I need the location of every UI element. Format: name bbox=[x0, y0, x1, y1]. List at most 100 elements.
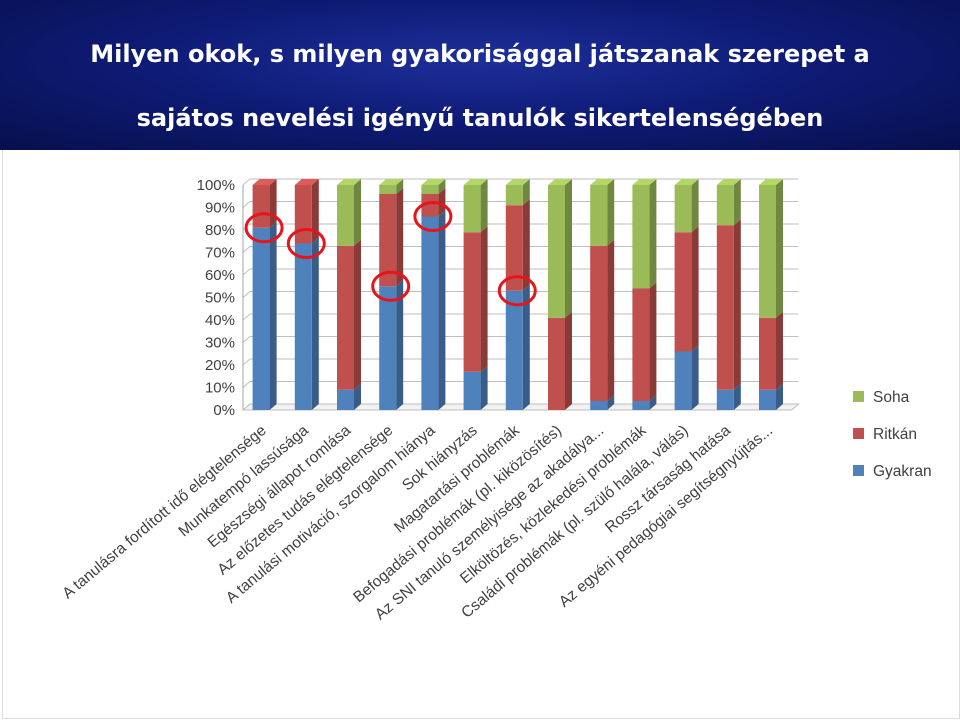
bar-segment-gyakran bbox=[590, 401, 608, 410]
bar-side-ritkán bbox=[396, 188, 404, 287]
bar-top bbox=[759, 179, 783, 185]
bar-segment-gyakran bbox=[759, 389, 776, 410]
bar-segment-soha bbox=[548, 185, 565, 318]
bar-segment-gyakran bbox=[379, 286, 397, 410]
bar-top bbox=[548, 179, 572, 185]
gridline-diagonal bbox=[242, 336, 251, 343]
y-tick-label: 70% bbox=[205, 245, 235, 262]
bar-side-soha bbox=[480, 179, 488, 233]
bar-segment-soha bbox=[337, 185, 354, 246]
bar-segment-ritkán bbox=[252, 185, 270, 228]
bar-side-soha bbox=[776, 179, 783, 318]
bar-side-gyakran bbox=[311, 237, 319, 410]
legend-label-soha: Soha bbox=[873, 389, 910, 406]
bar-segment-gyakran bbox=[716, 389, 734, 410]
bar-segment-soha bbox=[759, 185, 776, 318]
bar-side-gyakran bbox=[269, 221, 277, 410]
y-tick-label: 60% bbox=[205, 267, 235, 284]
bar-side-gyakran bbox=[438, 210, 446, 410]
y-tick-label: 90% bbox=[205, 200, 235, 217]
bar-side-soha bbox=[649, 179, 657, 289]
bar-segment-ritkán bbox=[421, 194, 439, 217]
bar-side-gyakran bbox=[522, 284, 530, 410]
bar-side-ritkán bbox=[480, 226, 488, 372]
bar-side-gyakran bbox=[649, 395, 657, 410]
bar-side-soha bbox=[607, 179, 615, 246]
bar-side-ritkán bbox=[565, 311, 572, 410]
slide-title-banner: Milyen okok, s milyen gyakorisággal játs… bbox=[0, 0, 960, 150]
slide-title-line-1: Milyen okok, s milyen gyakorisággal játs… bbox=[90, 40, 870, 68]
bar-top bbox=[716, 179, 741, 185]
bar-side-ritkán bbox=[607, 239, 615, 401]
y-tick-label: 50% bbox=[205, 290, 235, 307]
bar-side-gyakran bbox=[607, 395, 615, 410]
bar-side-ritkán bbox=[311, 179, 319, 244]
bar-side-ritkán bbox=[691, 226, 699, 352]
bar-top bbox=[294, 179, 319, 185]
highlight-circle bbox=[244, 212, 284, 244]
bar-top bbox=[252, 179, 277, 185]
bar-top bbox=[337, 179, 361, 185]
bar-segment-soha bbox=[379, 185, 397, 194]
bar-top bbox=[379, 179, 404, 185]
highlight-circle bbox=[413, 201, 453, 232]
bar-side-soha bbox=[396, 179, 404, 194]
bar-segment-gyakran bbox=[294, 243, 312, 410]
bar-segment-ritkán bbox=[337, 245, 354, 390]
legend-label-ritkán: Ritkán bbox=[873, 426, 917, 443]
legend-swatch-ritkán bbox=[853, 428, 864, 439]
gridline-diagonal bbox=[242, 178, 251, 186]
bar-top bbox=[632, 179, 657, 185]
highlight-circle bbox=[371, 270, 411, 302]
bar-top bbox=[505, 179, 530, 185]
y-tick-label: 20% bbox=[205, 357, 235, 374]
y-tick-label: 100% bbox=[197, 177, 235, 194]
bar-side-soha bbox=[438, 179, 446, 194]
bar-segment-ritkán bbox=[674, 232, 692, 352]
bar-side-ritkán bbox=[649, 282, 657, 401]
bar-segment-gyakran bbox=[505, 290, 523, 410]
bar-side-soha bbox=[691, 179, 699, 233]
highlight-circle bbox=[497, 275, 537, 307]
y-tick-label: 80% bbox=[205, 222, 235, 239]
bar-segment-ritkán bbox=[632, 288, 650, 401]
bar-segment-soha bbox=[590, 185, 608, 246]
bar-top bbox=[463, 179, 488, 185]
y-tick-label: 10% bbox=[205, 380, 235, 397]
bar-side-soha bbox=[733, 179, 741, 226]
bar-segment-soha bbox=[632, 185, 650, 289]
bar-segment-gyakran bbox=[252, 227, 270, 410]
bar-side-ritkán bbox=[733, 219, 741, 390]
bar-side-ritkán bbox=[438, 188, 446, 217]
gridline-diagonal bbox=[242, 291, 251, 298]
stacked-bar-chart: 0%10%20%30%40%50%60%70%80%90%100%A tanul… bbox=[59, 177, 931, 623]
bar-segment-gyakran bbox=[674, 351, 692, 410]
y-tick-label: 30% bbox=[205, 335, 235, 352]
bar-top bbox=[590, 179, 615, 185]
y-tick-label: 0% bbox=[213, 402, 235, 419]
bar-segment-ritkán bbox=[505, 205, 523, 291]
bar-segment-ritkán bbox=[759, 317, 776, 390]
slide-title-line-2: sajátos nevelési igényű tanulók sikertel… bbox=[136, 104, 824, 132]
bar-side-gyakran bbox=[691, 345, 699, 410]
bar-segment-gyakran bbox=[421, 216, 439, 410]
bar-segment-soha bbox=[505, 185, 523, 206]
legend-swatch-gyakran bbox=[853, 465, 864, 476]
bar-side-gyakran bbox=[733, 383, 741, 410]
gridline-diagonal bbox=[242, 313, 251, 321]
bar-segment-ritkán bbox=[590, 245, 608, 401]
bar-segment-ritkán bbox=[716, 225, 734, 390]
legend-swatch-soha bbox=[853, 391, 864, 402]
bar-segment-soha bbox=[463, 185, 481, 233]
bar-segment-ritkán bbox=[379, 194, 397, 287]
gridline-diagonal bbox=[242, 201, 251, 208]
bar-side-gyakran bbox=[354, 383, 361, 410]
bar-segment-soha bbox=[421, 185, 439, 194]
bar-top bbox=[421, 179, 446, 185]
bar-segment-ritkán bbox=[548, 317, 565, 410]
gridline-diagonal bbox=[242, 381, 251, 388]
bar-side-gyakran bbox=[396, 280, 404, 410]
bar-side-gyakran bbox=[776, 383, 783, 410]
bar-segment-soha bbox=[674, 185, 692, 233]
bar-segment-gyakran bbox=[632, 401, 650, 410]
